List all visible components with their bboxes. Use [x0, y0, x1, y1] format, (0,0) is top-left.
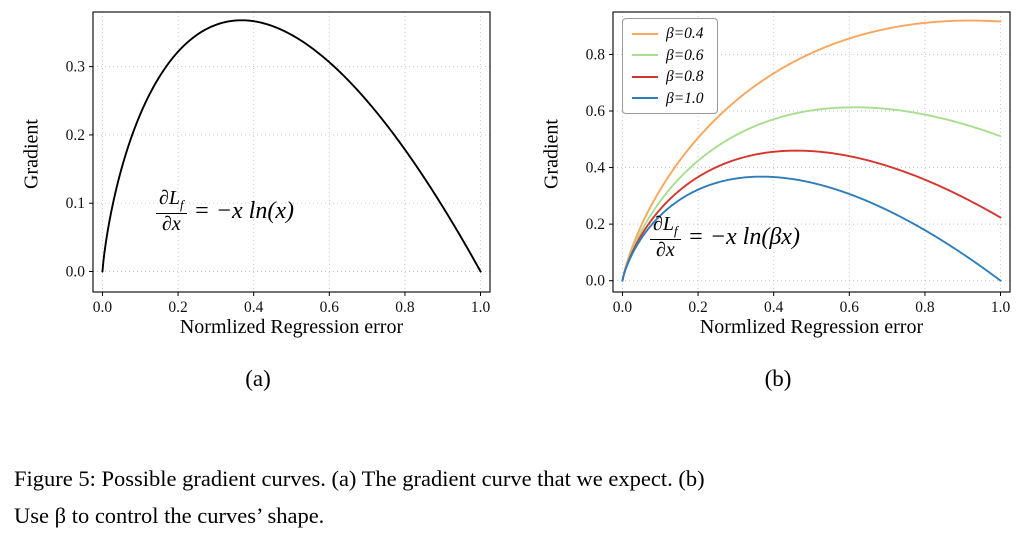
y-tick-label: 0.2 [66, 127, 85, 144]
y-tick-label: 0.1 [66, 195, 85, 212]
plot-a-canvas: 0.0 0.2 0.4 0.6 0.8 1.0 0.0 0.1 0.2 0.3 [66, 11, 491, 316]
plot-b: 0.0 0.2 0.4 0.6 0.8 1.0 0.0 0.2 0.4 0.6 0.8 Gradie… [528, 4, 1028, 349]
x-tick-label: 0.8 [915, 299, 935, 316]
y-tick-label: 0.6 [586, 103, 606, 120]
equation-numerator: ∂Lf [156, 188, 187, 214]
x-tick-label: 0.0 [613, 299, 633, 316]
curve-beta-0.4 [621, 19, 1002, 282]
legend-line-sample [632, 54, 658, 57]
equation-numerator: ∂Lf [650, 214, 681, 240]
curve-beta-0.8 [621, 149, 1002, 282]
equation-rhs: = −x ln(x) [193, 197, 294, 224]
legend-entry-beta-0.4: β=0.4 [632, 26, 704, 42]
sublabel-b: (b) [764, 366, 792, 391]
equation-denominator: ∂x [161, 212, 181, 235]
plot-b-canvas: 0.0 0.2 0.4 0.6 0.8 1.0 0.0 0.2 0.4 0.6 0.8 [586, 11, 1011, 316]
legend-entry-beta-0.8: β=0.8 [632, 69, 704, 85]
y-tick-label: 0.0 [586, 273, 606, 290]
x-tick-label: 0.0 [93, 299, 113, 316]
y-tick-label: 0.4 [586, 160, 606, 177]
equation-rhs: = −x ln(βx) [687, 223, 800, 250]
plot-a-ylabel: Gradient [20, 119, 43, 189]
y-tick-label: 0.3 [66, 59, 86, 76]
plot-a-xlabel: Normlized Regression error [179, 316, 404, 338]
plot-b-equation: ∂Lf ∂x = −x ln(βx) [650, 214, 800, 261]
x-tick-label: 0.2 [168, 299, 187, 316]
plot-a-equation: ∂Lf ∂x = −x ln(x) [156, 188, 294, 235]
x-tick-label: 0.2 [688, 299, 707, 316]
curve-beta-1.0 [621, 175, 1002, 282]
y-tick-label: 0.0 [66, 264, 86, 281]
legend-line-sample [632, 97, 658, 100]
x-tick-label: 1.0 [991, 299, 1011, 316]
y-tick-label: 0.2 [586, 216, 605, 233]
equation-denominator: ∂x [655, 238, 675, 261]
curve-expected-gradient [101, 19, 482, 273]
legend-label: β=0.4 [666, 25, 704, 42]
y-tick-label: 0.8 [586, 46, 606, 63]
equation-fraction: ∂Lf ∂x [156, 188, 187, 235]
x-tick-label: 1.0 [471, 299, 491, 316]
x-tick-label: 0.6 [840, 299, 860, 316]
legend-line-sample [632, 75, 658, 78]
legend: β=0.4 β=0.6 β=0.8 β=1.0 [622, 18, 718, 114]
x-tick-label: 0.4 [244, 299, 264, 316]
legend-entry-beta-0.6: β=0.6 [632, 46, 704, 64]
caption-line-1: Figure 5: Possible gradient curves. (a) … [14, 466, 705, 491]
caption-line-2: Use β to control the curves’ shape. [14, 503, 325, 528]
x-tick-label: 0.6 [320, 299, 340, 316]
plot-b-ylabel: Gradient [540, 119, 563, 189]
legend-line-sample [632, 32, 658, 35]
sublabel-a: (a) [245, 366, 271, 391]
plot-a: 0.0 0.2 0.4 0.6 0.8 1.0 0.0 0.1 0.2 0.3 Gradient … [8, 4, 508, 349]
x-tick-label: 0.8 [395, 299, 415, 316]
curve-beta-0.6 [621, 106, 1002, 282]
figure-caption: Figure 5: Possible gradient curves. (a) … [14, 460, 1026, 534]
x-tick-label: 0.4 [764, 299, 784, 316]
equation-fraction: ∂Lf ∂x [650, 214, 681, 261]
legend-label: β=0.8 [666, 68, 704, 85]
plot-b-xlabel: Normlized Regression error [699, 316, 924, 338]
legend-label: β=1.0 [666, 89, 704, 107]
legend-entry-beta-1.0: β=1.0 [632, 89, 704, 107]
legend-label: β=0.6 [666, 46, 704, 64]
